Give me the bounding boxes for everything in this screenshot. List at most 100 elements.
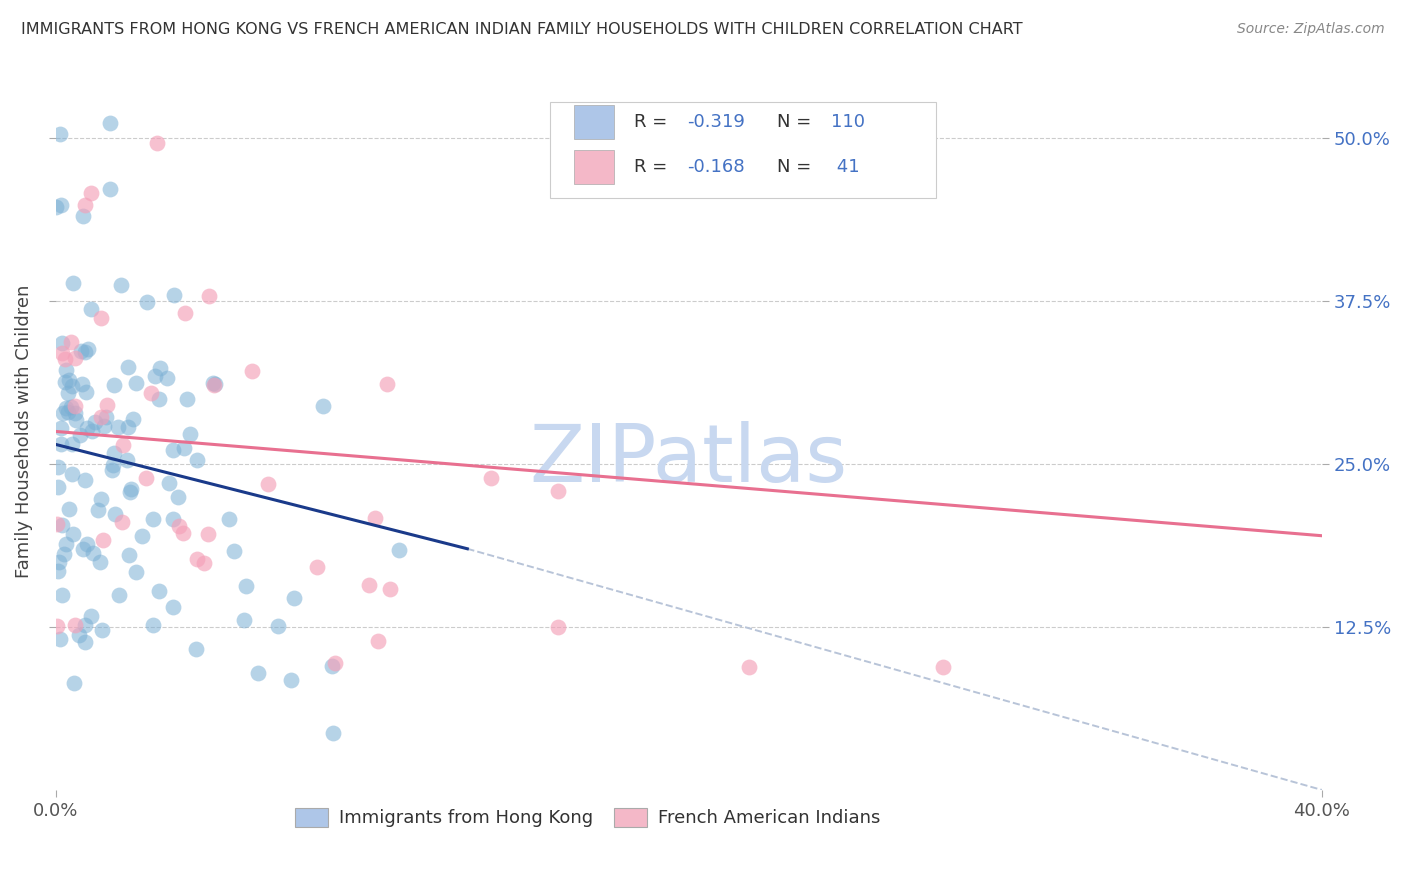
Point: [305, 560, 328, 574]
Point: [162, 512, 184, 526]
Point: [117, 359, 139, 374]
Point: [122, 411, 145, 425]
Point: [48, 128, 70, 142]
Point: [359, 577, 381, 591]
Point: [280, 673, 302, 687]
Point: [51, 346, 73, 360]
Point: [363, 511, 385, 525]
Point: [76, 421, 98, 435]
Point: [65, 413, 87, 427]
Point: [62, 676, 84, 690]
Point: [202, 378, 225, 392]
Point: [75, 384, 97, 399]
Point: [72, 209, 94, 223]
Point: [65, 617, 87, 632]
Point: [62, 276, 84, 290]
Y-axis label: Family Households with Children: Family Households with Children: [15, 285, 32, 578]
Point: [547, 484, 569, 499]
Point: [179, 427, 201, 442]
Point: [49, 421, 72, 435]
Point: [93, 533, 115, 547]
Point: [157, 475, 180, 490]
Point: [75, 198, 97, 212]
Point: [311, 399, 333, 413]
Point: [193, 556, 215, 570]
Point: [120, 482, 142, 496]
Point: [76, 343, 98, 357]
Point: [267, 619, 290, 633]
Point: [111, 438, 134, 452]
Point: [143, 369, 166, 384]
Point: [167, 518, 190, 533]
Point: [51, 437, 73, 451]
Point: [70, 377, 93, 392]
Point: [63, 406, 86, 420]
Point: [149, 360, 172, 375]
Point: [197, 527, 219, 541]
Point: [98, 116, 121, 130]
Point: [67, 628, 90, 642]
Point: [142, 511, 165, 525]
Point: [737, 659, 759, 673]
Point: [125, 565, 148, 579]
Point: [60, 467, 83, 481]
Point: [145, 136, 167, 150]
Point: [377, 376, 399, 391]
Point: [80, 608, 103, 623]
Point: [58, 373, 80, 387]
Legend: Immigrants from Hong Kong, French American Indians: Immigrants from Hong Kong, French Americ…: [288, 800, 887, 835]
Point: [60, 334, 83, 349]
Point: [56, 405, 79, 419]
Point: [115, 452, 138, 467]
Point: [135, 470, 157, 484]
Point: [69, 428, 91, 442]
Point: [90, 624, 112, 638]
Point: [162, 442, 184, 457]
Point: [90, 310, 112, 325]
Text: -0.319: -0.319: [688, 113, 745, 131]
Point: [176, 392, 198, 406]
Point: [46, 480, 69, 494]
Point: [96, 398, 118, 412]
Point: [80, 424, 103, 438]
Point: [51, 588, 73, 602]
Point: [162, 599, 184, 614]
Point: [118, 485, 141, 500]
Point: [233, 614, 256, 628]
Point: [110, 515, 132, 529]
Point: [63, 399, 86, 413]
Point: [76, 537, 98, 551]
Point: [93, 418, 115, 433]
Point: [186, 452, 208, 467]
Point: [224, 544, 246, 558]
Point: [62, 526, 84, 541]
Point: [49, 198, 72, 212]
Point: [321, 658, 343, 673]
FancyBboxPatch shape: [574, 105, 614, 139]
Point: [246, 666, 269, 681]
Point: [148, 583, 170, 598]
Point: [83, 415, 105, 429]
Point: [86, 503, 108, 517]
Text: N =: N =: [778, 113, 817, 131]
Point: [63, 351, 86, 366]
Point: [72, 541, 94, 556]
Point: [48, 555, 70, 569]
Point: [186, 551, 208, 566]
Text: ZIPatlas: ZIPatlas: [530, 421, 848, 500]
Point: [73, 618, 96, 632]
Point: [107, 419, 129, 434]
Point: [55, 362, 77, 376]
Point: [48, 459, 70, 474]
Point: [45, 200, 67, 214]
Point: [323, 656, 346, 670]
Point: [166, 491, 188, 505]
Point: [547, 619, 569, 633]
Point: [163, 287, 186, 301]
Point: [53, 375, 76, 389]
Point: [174, 305, 197, 319]
Point: [242, 364, 264, 378]
Point: [104, 508, 127, 522]
Point: [103, 377, 125, 392]
Point: [90, 409, 112, 424]
